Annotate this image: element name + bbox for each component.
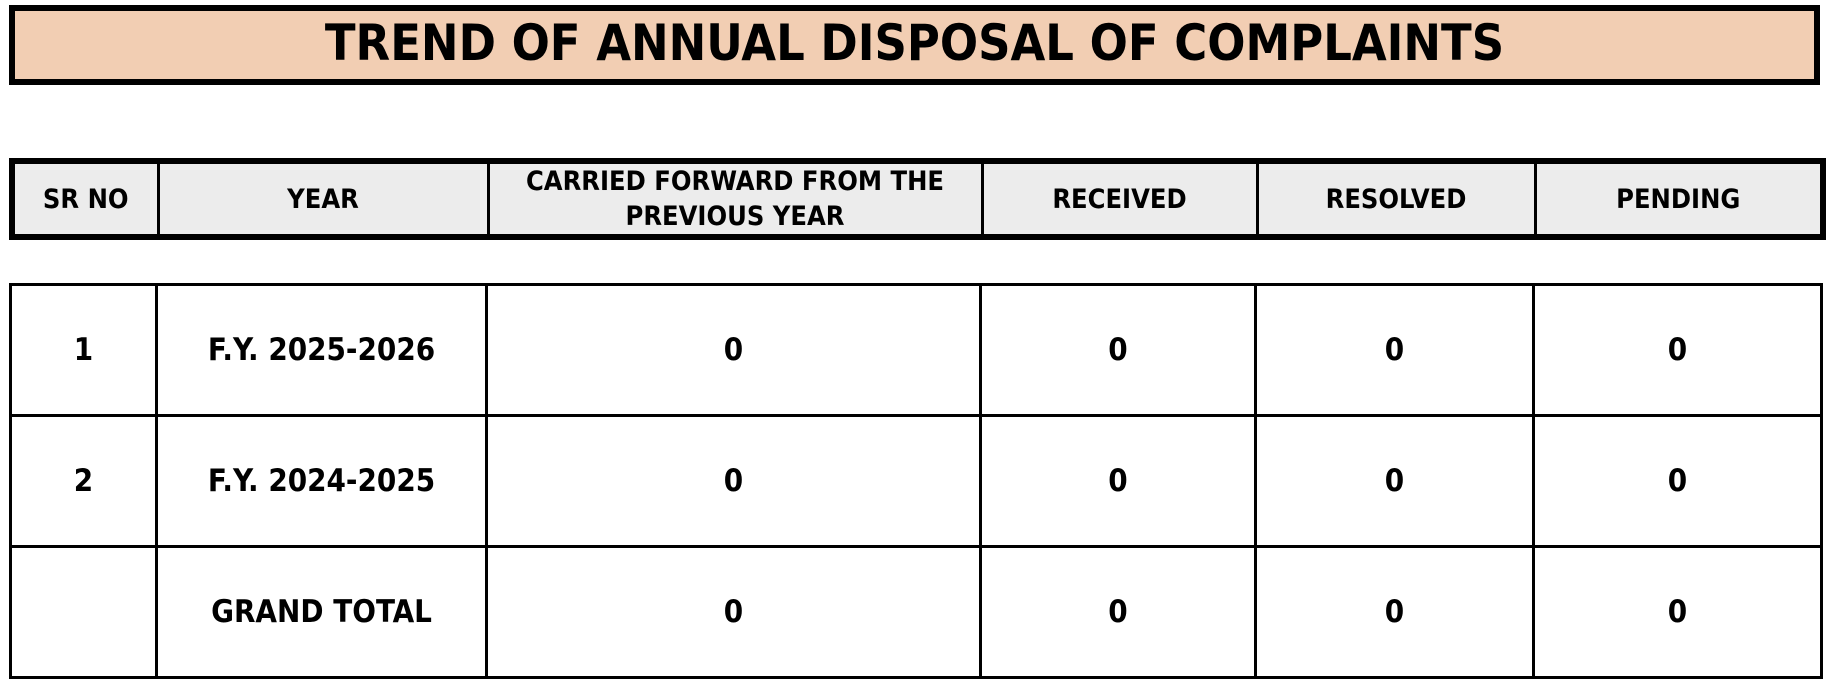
data-table: 1 F.Y. 2025-2026 0 0 0 0 2 F.Y. 2024-202… xyxy=(9,283,1823,679)
cell-year: F.Y. 2024-2025 xyxy=(155,414,488,548)
cell-carried-forward: 0 xyxy=(485,545,982,679)
table-row: 1 F.Y. 2025-2026 0 0 0 0 xyxy=(9,283,1823,417)
table-header: SR NO YEAR CARRIED FORWARD FROM THE PREV… xyxy=(9,158,1826,241)
column-header-carried-forward: CARRIED FORWARD FROM THE PREVIOUS YEAR xyxy=(486,159,984,239)
column-header-year: YEAR xyxy=(156,159,490,239)
cell-received: 0 xyxy=(979,414,1257,548)
cell-sr-no: 1 xyxy=(9,283,158,417)
cell-received: 0 xyxy=(979,283,1257,417)
cell-year: F.Y. 2025-2026 xyxy=(155,283,488,417)
column-header-resolved: RESOLVED xyxy=(1255,159,1537,239)
title-banner: TREND OF ANNUAL DISPOSAL OF COMPLAINTS xyxy=(9,5,1820,85)
header-row: SR NO YEAR CARRIED FORWARD FROM THE PREV… xyxy=(10,159,1825,239)
column-header-sr-no: SR NO xyxy=(10,159,160,239)
cell-pending: 0 xyxy=(1532,283,1823,417)
cell-pending: 0 xyxy=(1532,545,1823,679)
column-header-received: RECEIVED xyxy=(980,159,1259,239)
grand-total-row: GRAND TOTAL 0 0 0 0 xyxy=(9,545,1823,679)
cell-carried-forward: 0 xyxy=(485,283,982,417)
cell-pending: 0 xyxy=(1532,414,1823,548)
page-title: TREND OF ANNUAL DISPOSAL OF COMPLAINTS xyxy=(324,14,1505,72)
cell-resolved: 0 xyxy=(1254,414,1535,548)
column-header-pending: PENDING xyxy=(1533,159,1825,239)
cell-resolved: 0 xyxy=(1254,283,1535,417)
cell-received: 0 xyxy=(979,545,1257,679)
cell-resolved: 0 xyxy=(1254,545,1535,679)
cell-sr-no: 2 xyxy=(9,414,158,548)
table-row: 2 F.Y. 2024-2025 0 0 0 0 xyxy=(9,414,1823,548)
cell-sr-no xyxy=(9,545,158,679)
cell-carried-forward: 0 xyxy=(485,414,982,548)
cell-grand-total-label: GRAND TOTAL xyxy=(155,545,488,679)
